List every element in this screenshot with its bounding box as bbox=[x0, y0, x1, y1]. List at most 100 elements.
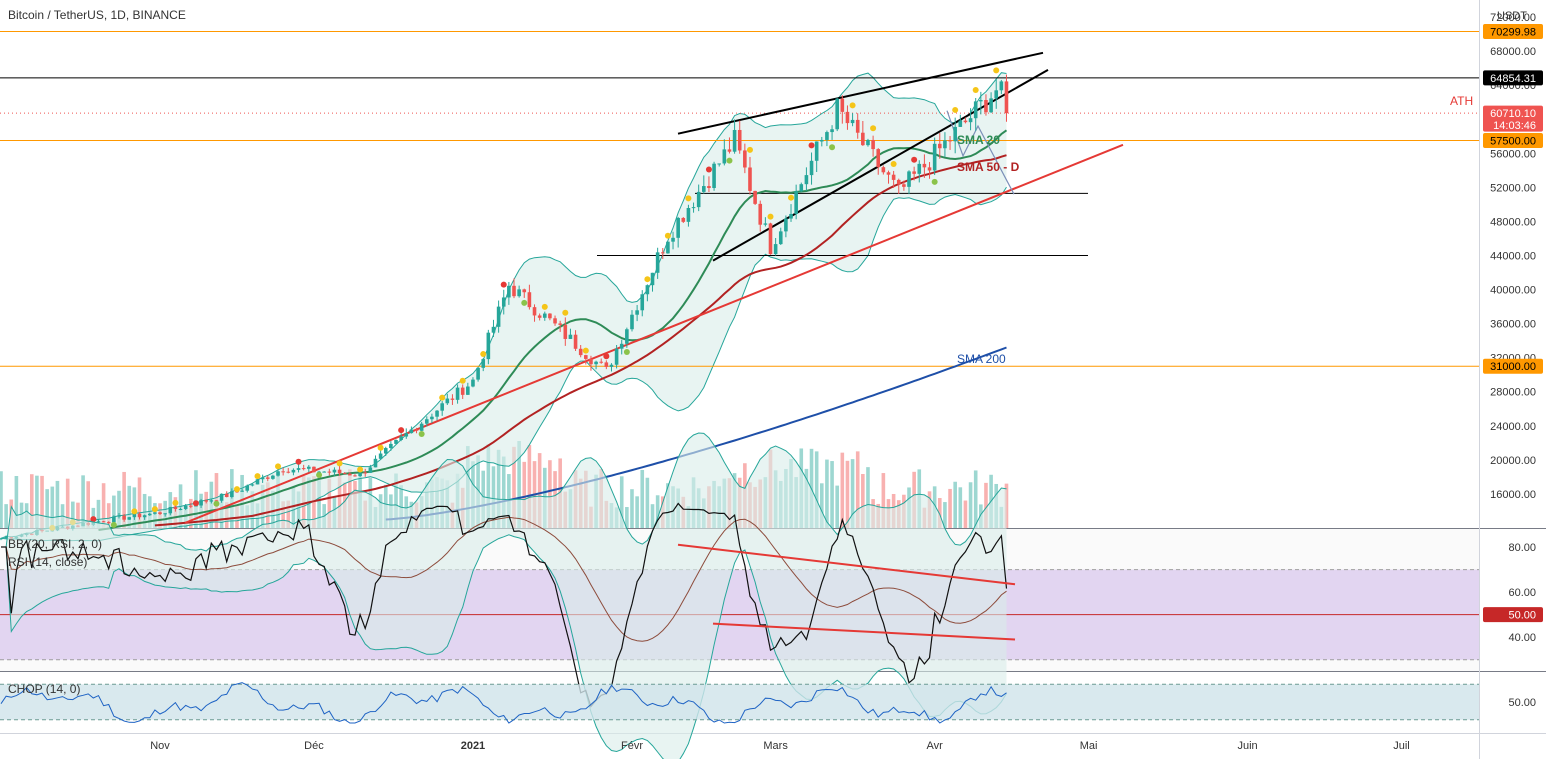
signal-dot bbox=[808, 142, 815, 149]
candle-body bbox=[183, 505, 188, 509]
candle-body bbox=[599, 361, 604, 363]
signal-dot bbox=[952, 106, 959, 113]
candle-body bbox=[112, 516, 116, 523]
volume-bar bbox=[840, 452, 845, 528]
candle-body bbox=[635, 310, 639, 315]
candle-body bbox=[861, 132, 865, 146]
volume-bar bbox=[958, 487, 963, 528]
volume-bar bbox=[635, 496, 639, 528]
time-tick-label: Juin bbox=[1237, 740, 1257, 752]
price-tick-label: 28000.00 bbox=[1490, 387, 1536, 399]
candle-body bbox=[507, 285, 511, 298]
volume-bar bbox=[117, 490, 121, 528]
price-tick-label: 44000.00 bbox=[1490, 250, 1536, 262]
candle-body bbox=[178, 508, 183, 510]
candle-body bbox=[784, 218, 788, 232]
time-tick-label: Nov bbox=[150, 740, 170, 752]
candle-body bbox=[378, 453, 383, 459]
price-tick-label: 36000.00 bbox=[1490, 319, 1536, 331]
candle-body bbox=[101, 521, 106, 523]
candle-body bbox=[445, 398, 450, 404]
candle-body bbox=[994, 90, 999, 99]
candle-body bbox=[984, 100, 988, 113]
candle-body bbox=[327, 471, 332, 473]
volume-bar bbox=[337, 470, 342, 528]
wedge-upper-line bbox=[677, 51, 1044, 135]
volume-bar bbox=[645, 477, 650, 528]
volume-bar bbox=[101, 483, 106, 528]
volume-bar bbox=[973, 470, 978, 528]
signal-dot bbox=[767, 213, 774, 220]
signal-dot bbox=[151, 506, 158, 513]
candle-body bbox=[296, 468, 301, 470]
signal-dot bbox=[110, 521, 117, 528]
signal-dot bbox=[705, 166, 712, 173]
candle-body bbox=[630, 314, 634, 330]
candle-body bbox=[245, 485, 250, 491]
signal-dot bbox=[972, 87, 979, 94]
candle-body bbox=[614, 348, 619, 365]
candle-body bbox=[902, 184, 906, 187]
candle-body bbox=[486, 332, 491, 360]
level-tag-bg bbox=[1483, 70, 1543, 86]
time-tick-label: Févr bbox=[621, 740, 643, 752]
volume-bar bbox=[512, 446, 516, 528]
candle-body bbox=[127, 517, 132, 520]
candle-body bbox=[1004, 81, 1009, 114]
volume-bar bbox=[45, 489, 49, 528]
volume-bar bbox=[866, 467, 870, 528]
candle-body bbox=[363, 472, 368, 474]
signal-dot bbox=[439, 394, 446, 401]
volume-bar bbox=[625, 507, 629, 528]
candle-body bbox=[640, 294, 645, 311]
candle-body bbox=[553, 318, 557, 324]
volume-bar bbox=[619, 476, 624, 528]
candle-body bbox=[712, 163, 716, 189]
candle-body bbox=[414, 429, 419, 431]
candle-body bbox=[676, 217, 680, 238]
signal-dot bbox=[254, 473, 261, 480]
last-price-tag-countdown: 14:03:46 bbox=[1493, 120, 1536, 132]
candle-body bbox=[512, 285, 516, 297]
signal-dots bbox=[49, 67, 1000, 531]
signal-dot bbox=[295, 458, 302, 465]
chop-label: CHOP (14, 0) bbox=[8, 682, 81, 696]
candle-body bbox=[907, 171, 911, 187]
candle-body bbox=[255, 479, 260, 485]
time-tick-label: Juil bbox=[1393, 740, 1410, 752]
volume-bar bbox=[14, 476, 19, 528]
price-tick-label: 72000.00 bbox=[1490, 12, 1536, 24]
candle-body bbox=[563, 324, 568, 339]
candle-body bbox=[979, 100, 983, 102]
rsi-line bbox=[1, 502, 1008, 708]
time-tick-label: Mai bbox=[1080, 740, 1098, 752]
candle-body bbox=[368, 467, 373, 473]
candle-body bbox=[927, 167, 932, 171]
volume-bar bbox=[35, 475, 39, 528]
candle-body bbox=[132, 513, 137, 518]
candle-body bbox=[537, 315, 542, 318]
candle-body bbox=[389, 443, 393, 449]
signal-dot bbox=[459, 377, 466, 384]
candle-body bbox=[773, 244, 778, 255]
candle-body bbox=[881, 167, 886, 173]
candle-body bbox=[471, 379, 475, 387]
candle-body bbox=[809, 160, 814, 176]
last-price-tag: 60710.10 bbox=[1490, 108, 1536, 120]
signal-dot bbox=[603, 353, 610, 360]
volume-bar bbox=[953, 481, 957, 528]
price-tick-label: 24000.00 bbox=[1490, 421, 1536, 433]
candle-body bbox=[578, 348, 583, 356]
signal-dot bbox=[172, 499, 179, 506]
chop-tick-label: 50.00 bbox=[1508, 697, 1536, 709]
candle-body bbox=[999, 81, 1004, 91]
sma200-label: SMA 200 bbox=[957, 352, 1006, 366]
sma50-line bbox=[154, 154, 1007, 527]
candle-body bbox=[691, 207, 696, 209]
signal-dot bbox=[993, 67, 1000, 74]
volume-bar bbox=[394, 473, 398, 528]
volume-bar bbox=[317, 480, 321, 528]
volume-bar bbox=[137, 477, 142, 528]
